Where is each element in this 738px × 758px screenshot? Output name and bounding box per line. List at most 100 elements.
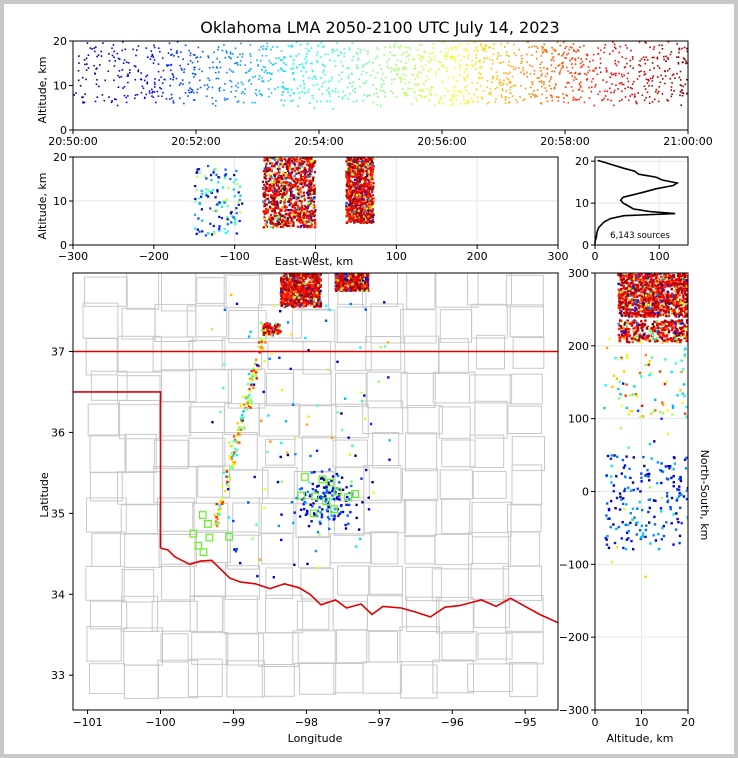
- source-point: [286, 292, 290, 296]
- source-point: [351, 283, 354, 286]
- source-point: [330, 498, 333, 501]
- county-outline: [472, 470, 507, 499]
- county-outline: [188, 340, 226, 370]
- source-point: [344, 281, 348, 284]
- source-point: [249, 398, 253, 401]
- source-point: [254, 369, 258, 372]
- source-point: [280, 294, 283, 298]
- source-point: [320, 477, 323, 480]
- source-point: [248, 377, 252, 380]
- source-point: [312, 304, 316, 307]
- source-point: [309, 275, 313, 279]
- county-outline: [85, 566, 125, 601]
- source-point: [344, 527, 348, 530]
- source-point: [219, 500, 222, 503]
- source-point: [272, 326, 275, 329]
- county-outline: [84, 276, 128, 307]
- ns-ytick-label: 300: [568, 267, 589, 280]
- source-point: [218, 510, 221, 513]
- source-point: [336, 360, 339, 363]
- source-point: [276, 332, 280, 335]
- county-outline: [431, 568, 469, 602]
- source-point: [304, 513, 308, 516]
- source-point: [355, 279, 358, 283]
- county-outline: [434, 533, 473, 566]
- source-point: [245, 394, 248, 397]
- source-point: [211, 421, 214, 424]
- county-outline: [257, 304, 302, 339]
- county-outline: [266, 372, 294, 407]
- source-point: [214, 520, 218, 523]
- source-point: [286, 297, 289, 301]
- source-point: [367, 283, 370, 286]
- time-panel-ylabel: Altitude, km: [36, 56, 49, 123]
- source-count-annotation: 6,143 sources: [610, 231, 670, 241]
- county-outline: [334, 341, 372, 371]
- source-point: [353, 287, 356, 291]
- county-outline: [336, 306, 368, 344]
- source-point: [226, 487, 230, 491]
- source-point: [302, 299, 306, 302]
- source-point: [298, 515, 302, 518]
- source-point: [340, 511, 343, 514]
- source-point: [268, 357, 271, 360]
- source-point: [361, 275, 365, 278]
- source-point: [305, 287, 308, 290]
- source-point: [266, 450, 269, 454]
- source-point: [228, 478, 232, 481]
- source-point: [325, 491, 328, 494]
- county-outline: [186, 305, 228, 338]
- hist-ytick-label: 10: [575, 197, 589, 210]
- time-ytick-label: 0: [60, 124, 67, 137]
- source-point: [232, 463, 235, 467]
- source-point: [354, 286, 358, 289]
- map-panel-frame: [72, 272, 559, 711]
- county-outline: [91, 532, 121, 567]
- source-point: [347, 522, 350, 525]
- source-point: [371, 481, 374, 484]
- source-point: [311, 280, 314, 283]
- source-point: [331, 475, 335, 478]
- source-point: [348, 288, 351, 292]
- source-point: [308, 295, 311, 298]
- map-xtick-label: −95: [514, 716, 537, 729]
- source-point: [298, 305, 301, 309]
- source-point: [252, 368, 255, 372]
- county-outline: [505, 595, 544, 634]
- source-point: [308, 293, 312, 296]
- county-outline: [291, 309, 336, 343]
- source-point: [294, 436, 297, 440]
- county-outline: [511, 464, 543, 506]
- ns-ytick-label: −100: [559, 558, 589, 571]
- source-point: [243, 427, 246, 430]
- county-outline: [507, 503, 542, 533]
- source-point: [309, 493, 312, 497]
- county-outline: [406, 596, 440, 632]
- source-point: [262, 327, 265, 330]
- source-point: [309, 503, 312, 506]
- source-point: [215, 502, 218, 506]
- source-point: [340, 276, 343, 279]
- county-outline: [119, 400, 160, 440]
- source-point: [305, 289, 308, 292]
- county-outline: [161, 273, 197, 312]
- source-point: [275, 325, 278, 329]
- source-point: [310, 273, 313, 275]
- county-outline: [153, 466, 197, 503]
- source-point: [291, 403, 295, 406]
- source-point: [232, 519, 235, 523]
- source-point: [249, 406, 252, 409]
- map-xtick-label: −100: [145, 716, 175, 729]
- source-point: [362, 289, 366, 292]
- source-point: [262, 324, 265, 328]
- source-point: [337, 494, 341, 497]
- source-point: [358, 273, 361, 275]
- county-outline: [261, 664, 295, 697]
- source-point: [281, 293, 284, 296]
- source-point: [350, 484, 353, 488]
- source-point: [234, 439, 238, 443]
- source-point: [310, 292, 313, 296]
- source-point: [282, 304, 286, 308]
- source-point: [347, 498, 351, 501]
- source-point: [230, 293, 233, 297]
